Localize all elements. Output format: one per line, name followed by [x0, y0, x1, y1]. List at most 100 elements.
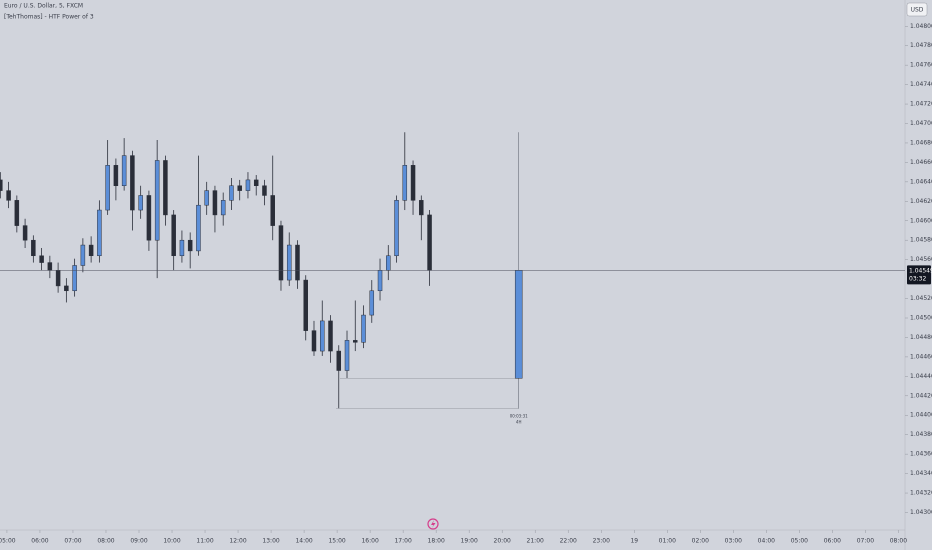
x-tick-label: 15:00 [328, 538, 345, 545]
x-tick-label: 19:00 [461, 538, 478, 545]
candle-body [154, 160, 160, 241]
x-tick-label: 12:00 [229, 538, 246, 545]
y-tick-label: 1.04320 [910, 490, 932, 497]
x-tick-label: 06:00 [824, 538, 841, 545]
y-tick-label: 1.04700 [910, 120, 932, 127]
candle-body [113, 165, 119, 186]
y-tick-label: 1.04520 [910, 295, 932, 302]
y-tick-label: 1.04720 [910, 101, 932, 108]
candle-body [212, 190, 218, 216]
x-tick-label: 02:00 [692, 538, 709, 545]
x-tick-label: 04:00 [758, 538, 775, 545]
candle-body [286, 244, 292, 281]
htf-countdown: 00:03:31 [510, 413, 528, 418]
x-tick-label: 05:00 [791, 538, 808, 545]
candle-body [262, 185, 267, 196]
indicator-name: [TehThomas] - HTF Power of 3 [4, 14, 94, 21]
bar-countdown: 03:32 [909, 275, 926, 282]
candle-body [402, 165, 408, 201]
candle-body [146, 195, 152, 241]
candle-body [187, 239, 193, 252]
x-tick-label: 21:00 [527, 538, 544, 545]
logo-bolt[interactable] [431, 520, 436, 528]
candle-body [64, 285, 69, 292]
candle-body [0, 179, 3, 191]
candle-body [427, 214, 432, 271]
candle-body [47, 262, 53, 271]
candle-body [353, 340, 358, 343]
logo-ring[interactable] [427, 518, 439, 530]
candle-body [121, 155, 127, 186]
x-tick-label: 19 [630, 538, 638, 545]
y-tick-label: 1.04600 [910, 217, 932, 224]
last-price-box [907, 265, 931, 285]
candle-body [245, 179, 251, 191]
x-tick-label: 20:00 [494, 538, 511, 545]
y-tick-label: 1.04400 [910, 412, 932, 419]
y-tick-label: 1.04780 [910, 42, 932, 49]
y-tick-label: 1.04440 [910, 373, 932, 380]
currency[interactable]: USD [911, 7, 924, 14]
x-tick-label: 13:00 [262, 538, 279, 545]
y-tick-label: 1.04460 [910, 353, 932, 360]
candle-body [344, 340, 350, 371]
candle-body [138, 195, 143, 211]
candle-body [328, 320, 333, 352]
x-tick-label: 08:00 [97, 538, 114, 545]
chart-title: Euro / U.S. Dollar, 5, FXCM [4, 3, 83, 10]
x-tick-label: 08:00 [890, 538, 907, 545]
y-tick-label: 1.04580 [910, 237, 932, 244]
candle-body [220, 200, 226, 216]
logo[interactable] [427, 518, 439, 530]
candle-body [22, 225, 28, 241]
x-tick-label: 17:00 [394, 538, 411, 545]
candle-body [229, 185, 234, 201]
htf-body [514, 270, 523, 379]
x-tick-label: 16:00 [361, 538, 378, 545]
y-tick-label: 1.04760 [910, 62, 932, 69]
y-tick-label: 1.04640 [910, 178, 932, 185]
candle-body [336, 350, 342, 371]
candle-body [80, 244, 86, 266]
candle-body [295, 244, 300, 281]
x-tick-label: 07:00 [857, 538, 874, 545]
candle-body [410, 165, 416, 201]
y-tick-label: 1.04480 [910, 334, 932, 341]
y-tick-label: 1.04680 [910, 139, 932, 146]
x-tick-label: 06:00 [31, 538, 48, 545]
candle-body [278, 225, 284, 281]
x-tick-label: 03:00 [725, 538, 742, 545]
x-tick-label: 07:00 [64, 538, 81, 545]
y-tick-label: 1.04660 [910, 159, 932, 166]
candle-body [105, 165, 110, 211]
y-tick-label: 1.04740 [910, 81, 932, 88]
x-tick-label: 23:00 [593, 538, 610, 545]
candle-body [303, 279, 308, 331]
x-tick-label: 22:00 [560, 538, 577, 545]
candle-body [72, 265, 77, 292]
x-tick-label: 18:00 [428, 538, 445, 545]
last-price-label: 1.04549 [909, 267, 932, 274]
candle-body [419, 200, 424, 216]
htf-timeframe: 4H [516, 419, 522, 424]
candle-body [237, 185, 242, 191]
candle-body [196, 204, 201, 252]
y-tick-label: 1.04340 [910, 470, 932, 477]
candle-body [361, 314, 366, 343]
candle-body [171, 214, 176, 257]
x-tick-label: 10:00 [163, 538, 180, 545]
currency-box[interactable] [906, 2, 928, 17]
candle-body [39, 255, 44, 263]
x-tick-label: 01:00 [659, 538, 676, 545]
candle-body [270, 195, 275, 226]
candle-body [6, 190, 11, 201]
x-tick-label: 09:00 [130, 538, 147, 545]
candle-body [179, 239, 185, 257]
candle-body [386, 255, 391, 271]
x-tick-label: 11:00 [196, 538, 213, 545]
x-tick-label: 05:00 [0, 538, 16, 545]
